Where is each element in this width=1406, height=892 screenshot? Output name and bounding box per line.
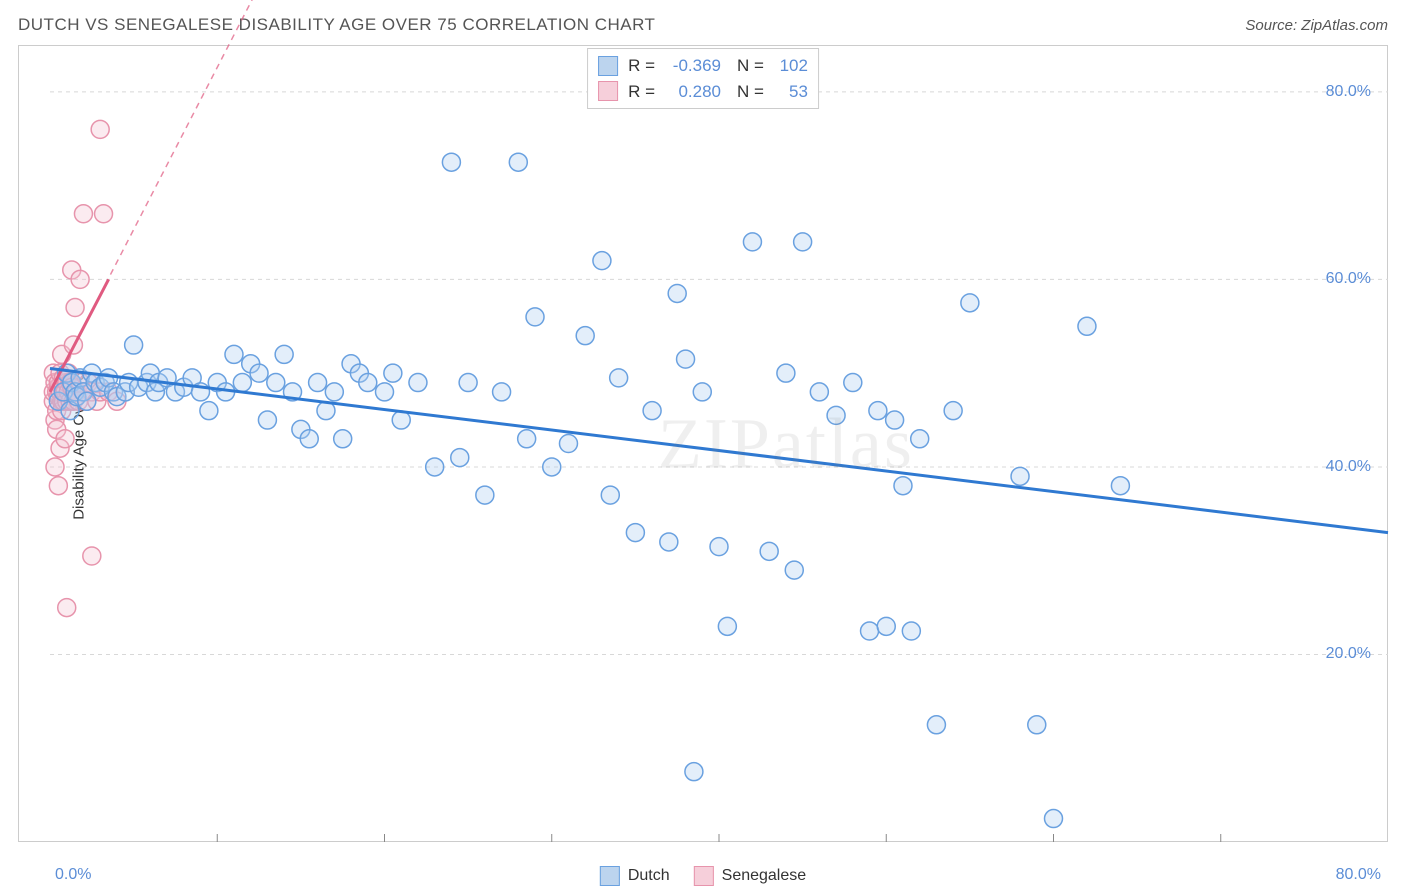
swatch-senegalese bbox=[694, 866, 714, 886]
chart-title: DUTCH VS SENEGALESE DISABILITY AGE OVER … bbox=[18, 15, 655, 35]
stat-value-n-dutch: 102 bbox=[772, 53, 808, 79]
swatch-dutch bbox=[600, 866, 620, 886]
stats-row-dutch: R = -0.369 N = 102 bbox=[598, 53, 808, 79]
source-attribution: Source: ZipAtlas.com bbox=[1245, 17, 1388, 34]
swatch-senegalese bbox=[598, 81, 618, 101]
stat-value-r-senegalese: 0.280 bbox=[663, 79, 721, 105]
legend-item-senegalese: Senegalese bbox=[694, 866, 807, 886]
stat-label-n: N = bbox=[737, 53, 764, 79]
source-prefix: Source: bbox=[1245, 17, 1301, 34]
y-tick-label: 60.0% bbox=[1326, 270, 1371, 288]
plot-area: ZIPatlas bbox=[50, 45, 1388, 842]
legend-item-dutch: Dutch bbox=[600, 866, 670, 886]
y-tick-label: 80.0% bbox=[1326, 83, 1371, 101]
stat-label-r: R = bbox=[628, 53, 655, 79]
series-legend: Dutch Senegalese bbox=[600, 866, 806, 886]
legend-label-dutch: Dutch bbox=[628, 867, 670, 885]
swatch-dutch bbox=[598, 56, 618, 76]
stats-row-senegalese: R = 0.280 N = 53 bbox=[598, 79, 808, 105]
scatter-plot-svg bbox=[50, 45, 1388, 842]
y-tick-label: 20.0% bbox=[1326, 645, 1371, 663]
correlation-stats-legend: R = -0.369 N = 102 R = 0.280 N = 53 bbox=[587, 48, 819, 109]
legend-label-senegalese: Senegalese bbox=[722, 867, 807, 885]
source-name: ZipAtlas.com bbox=[1301, 17, 1388, 34]
stat-value-n-senegalese: 53 bbox=[772, 79, 808, 105]
stat-value-r-dutch: -0.369 bbox=[663, 53, 721, 79]
y-tick-label: 40.0% bbox=[1326, 458, 1371, 476]
x-tick-label-max: 80.0% bbox=[1336, 866, 1381, 884]
stat-label-n: N = bbox=[737, 79, 764, 105]
stat-label-r: R = bbox=[628, 79, 655, 105]
x-tick-label-origin: 0.0% bbox=[55, 866, 91, 884]
